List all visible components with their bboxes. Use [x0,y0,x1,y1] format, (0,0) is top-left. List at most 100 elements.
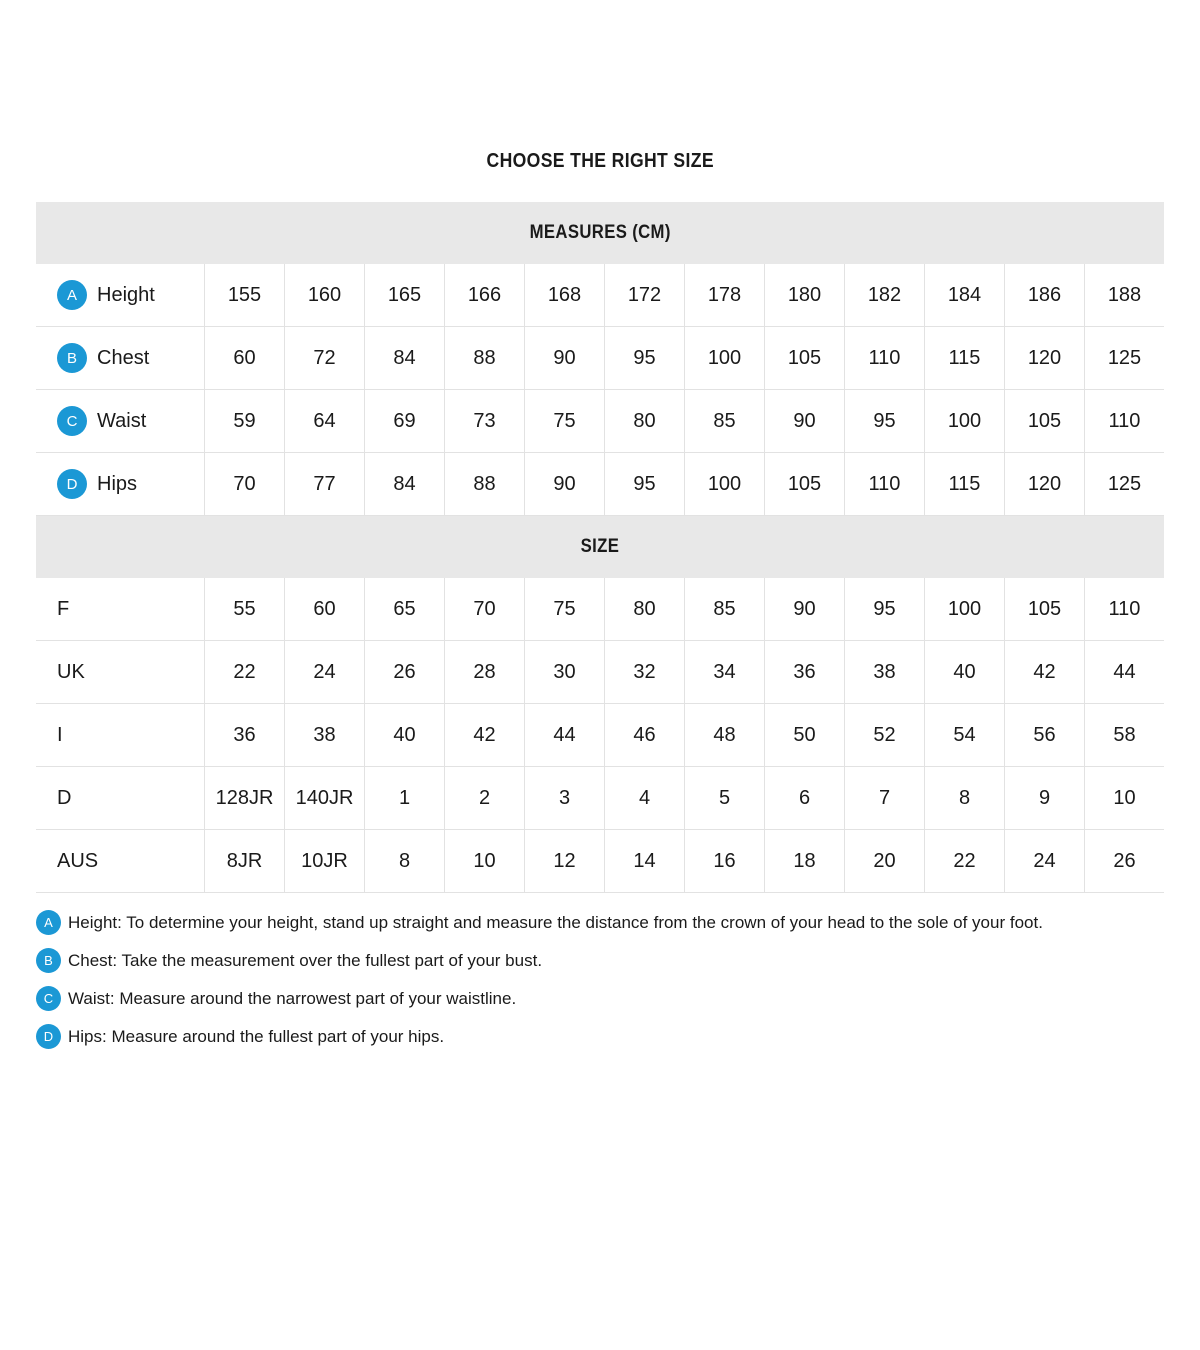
row-label: AUS [57,849,99,872]
value-cell: 26 [364,641,444,703]
value-cell: 42 [1004,641,1084,703]
value-cell: 36 [764,641,844,703]
value-cell: 26 [1084,830,1164,892]
value-cell: 8JR [204,830,284,892]
value-cell: 65 [364,578,444,640]
value-cell: 85 [684,578,764,640]
value-cell: 105 [1004,578,1084,640]
value-cell: 75 [524,578,604,640]
value-cell: 95 [604,453,684,515]
value-cell: 105 [764,327,844,389]
value-cell: 24 [284,641,364,703]
row-label: UK [57,660,85,683]
value-cell: 56 [1004,704,1084,766]
table-row: C Waist 59 64 69 73 75 80 85 90 95 100 105 110 [36,390,1164,453]
table-row: D 128JR 140JR 1 2 3 4 5 6 7 8 9 10 [36,767,1164,830]
value-cell: 3 [524,767,604,829]
value-cell: 100 [684,327,764,389]
value-cell: 84 [364,327,444,389]
measure-letter-badge: B [57,343,87,373]
value-cell: 80 [604,578,684,640]
value-cell: 100 [924,390,1004,452]
size-header-label: SIZE [580,536,620,557]
value-cell: 105 [1004,390,1084,452]
value-cell: 34 [684,641,764,703]
value-cell: 59 [204,390,284,452]
value-cell: 24 [1004,830,1084,892]
value-cell: 95 [844,390,924,452]
size-header-band: SIZE [36,516,1164,578]
footnotes: A Height: To determine your height, stan… [36,910,1164,1049]
value-cell: 32 [604,641,684,703]
row-label-cell: UK [36,641,204,703]
value-cell: 95 [844,578,924,640]
value-cell: 110 [844,327,924,389]
value-cell: 125 [1084,327,1164,389]
row-label: Chest [97,346,150,369]
value-cell: 182 [844,264,924,326]
value-cell: 90 [524,327,604,389]
size-table: MEASURES (CM) A Height 155 160 165 166 168 17… [36,202,1164,893]
value-cell: 7 [844,767,924,829]
measures-header-band: MEASURES (CM) [36,202,1164,264]
value-cell: 14 [604,830,684,892]
row-label: Height [97,283,155,306]
size-guide: CHOOSE THE RIGHT SIZE MEASURES (CM) A He… [0,150,1200,1049]
footnote-text: Chest: Take the measurement over the ful… [68,950,543,970]
value-cell: 40 [364,704,444,766]
value-cell: 140JR [284,767,364,829]
value-cell: 115 [924,327,1004,389]
row-label-cell: A Height [36,264,204,326]
value-cell: 42 [444,704,524,766]
value-cell: 70 [204,453,284,515]
value-cell: 58 [1084,704,1164,766]
row-label: Hips [97,472,138,495]
row-label-cell: F [36,578,204,640]
value-cell: 90 [764,390,844,452]
value-cell: 186 [1004,264,1084,326]
page-title: CHOOSE THE RIGHT SIZE [486,150,714,172]
value-cell: 30 [524,641,604,703]
footnote-letter-badge: D [36,1024,61,1049]
value-cell: 88 [444,327,524,389]
value-cell: 50 [764,704,844,766]
value-cell: 77 [284,453,364,515]
footnote-text: Hips: Measure around the fullest part of… [68,1026,445,1046]
footnote-letter-badge: C [36,986,61,1011]
value-cell: 110 [1084,578,1164,640]
footnote-letter-badge: A [36,910,61,935]
row-label-cell: C Waist [36,390,204,452]
value-cell: 12 [524,830,604,892]
value-cell: 120 [1004,327,1084,389]
value-cell: 10 [444,830,524,892]
value-cell: 28 [444,641,524,703]
value-cell: 100 [924,578,1004,640]
value-cell: 95 [604,327,684,389]
value-cell: 55 [204,578,284,640]
value-cell: 60 [284,578,364,640]
footnote: A Height: To determine your height, stan… [36,910,1164,935]
table-row: A Height 155 160 165 166 168 172 178 180 182 184 1… [36,264,1164,327]
row-label: D [57,786,72,809]
value-cell: 22 [924,830,1004,892]
value-cell: 60 [204,327,284,389]
value-cell: 8 [364,830,444,892]
value-cell: 8 [924,767,1004,829]
value-cell: 44 [1084,641,1164,703]
value-cell: 178 [684,264,764,326]
measure-letter-badge: A [57,280,87,310]
value-cell: 38 [844,641,924,703]
value-cell: 9 [1004,767,1084,829]
value-cell: 46 [604,704,684,766]
size-rows: F 55 60 65 70 75 80 85 90 95 100 105 110 UK 22 24 26 2… [36,578,1164,893]
footnote: C Waist: Measure around the narrowest pa… [36,986,1164,1011]
value-cell: 85 [684,390,764,452]
value-cell: 75 [524,390,604,452]
row-label: I [57,723,63,746]
value-cell: 172 [604,264,684,326]
value-cell: 120 [1004,453,1084,515]
measures-header-label: MEASURES (CM) [529,222,671,243]
value-cell: 2 [444,767,524,829]
value-cell: 16 [684,830,764,892]
table-row: F 55 60 65 70 75 80 85 90 95 100 105 110 [36,578,1164,641]
